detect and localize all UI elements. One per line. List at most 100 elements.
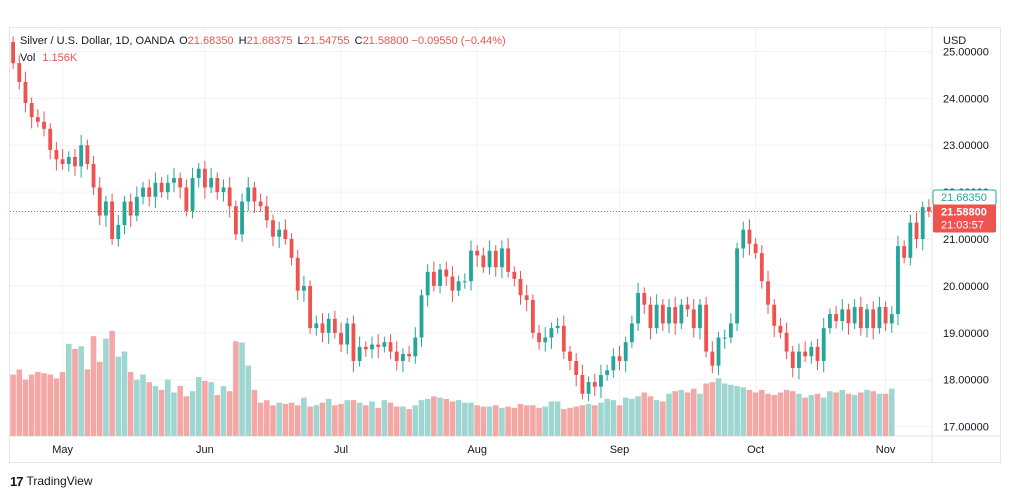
candle: [741, 221, 746, 258]
time-tick-label: Oct: [747, 444, 764, 456]
candle-body: [184, 187, 189, 211]
candle-body: [858, 307, 863, 329]
brand-name[interactable]: TradingView: [26, 474, 93, 488]
candle-body: [914, 222, 919, 240]
candle-body: [35, 117, 40, 122]
candle-body: [667, 307, 671, 324]
candle-body: [209, 178, 214, 188]
time-axis[interactable]: May Jun Jul Aug Sep Oct Nov: [52, 444, 896, 456]
candle: [555, 317, 560, 334]
candle-body: [741, 229, 746, 249]
candle: [116, 214, 121, 247]
candle: [11, 36, 16, 69]
volume-bar: [530, 405, 536, 436]
volume-bar: [647, 396, 654, 436]
candle-body: [568, 351, 572, 361]
volume-bar: [728, 384, 734, 436]
volume-bar: [845, 393, 852, 436]
volume-bar: [598, 402, 604, 436]
close-value: 21.58800: [362, 35, 409, 47]
candle: [431, 261, 436, 292]
volume-bar: [808, 395, 815, 436]
candle-body: [283, 229, 288, 240]
candle-body: [537, 332, 541, 343]
volume-bar: [684, 392, 691, 436]
candle-body: [660, 304, 665, 324]
time-tick-label: Jun: [196, 444, 214, 456]
candle-body: [852, 307, 857, 324]
volume-bar: [350, 400, 357, 436]
high-price-value: 21.68350: [941, 192, 987, 204]
open-label: O: [179, 35, 188, 47]
candle-body: [110, 201, 115, 240]
volume-bar: [721, 383, 728, 436]
candle-body: [351, 323, 356, 361]
candle-body: [561, 325, 566, 352]
volume-bar: [561, 409, 567, 436]
candle: [877, 296, 882, 334]
candle-body: [302, 285, 306, 291]
volume-bar: [554, 401, 561, 436]
candle: [865, 303, 869, 338]
candle: [766, 270, 770, 315]
candle: [537, 324, 541, 350]
volume-bar: [672, 391, 678, 436]
volume-bar: [888, 388, 895, 436]
candle-body: [877, 307, 882, 329]
candle-body: [493, 250, 498, 268]
candle-body: [803, 351, 808, 357]
volume-bar: [115, 356, 122, 436]
price-tick-label: 18.00000: [943, 375, 989, 387]
candle: [79, 134, 84, 178]
volume-bar: [319, 402, 326, 436]
candle: [103, 195, 108, 227]
candle: [549, 322, 554, 349]
candle-body: [215, 178, 220, 193]
candle: [827, 308, 832, 334]
candle: [648, 296, 653, 340]
volume-bar: [431, 396, 437, 436]
volume-bar: [820, 397, 827, 436]
volume-bar: [152, 386, 159, 436]
volume-bar: [517, 403, 524, 436]
volume-bar: [740, 387, 747, 436]
candle: [871, 301, 876, 340]
low-label: L: [297, 35, 304, 47]
volume-bar: [486, 406, 493, 436]
candle-body: [623, 342, 628, 361]
candle-body: [289, 239, 294, 258]
candle: [747, 219, 752, 255]
candle-body: [73, 156, 77, 167]
candle: [716, 331, 721, 376]
candle: [926, 199, 931, 218]
candle: [450, 266, 455, 302]
candle-body: [908, 222, 913, 258]
candle: [902, 240, 907, 264]
candle: [159, 177, 164, 198]
candle: [530, 294, 535, 339]
volume-bar: [505, 406, 511, 436]
candle: [481, 247, 486, 273]
volume-bar: [752, 392, 759, 436]
candle: [834, 306, 839, 329]
volume-bar: [381, 400, 388, 436]
candle: [302, 275, 306, 302]
volume-bar: [28, 374, 35, 436]
volume-label[interactable]: Vol: [20, 52, 36, 64]
candle: [240, 193, 244, 242]
volume-bar: [214, 395, 221, 436]
candle: [35, 109, 40, 128]
candle-body: [716, 337, 721, 366]
candle: [784, 322, 789, 360]
low-value: 21.54755: [303, 35, 350, 47]
tradingview-logo-icon[interactable]: 17: [10, 473, 24, 489]
candle-body: [611, 356, 616, 371]
candle-body: [345, 323, 350, 345]
candle: [54, 141, 59, 171]
candle-body: [122, 201, 127, 225]
candle-body: [481, 255, 486, 268]
price-axis[interactable]: 25.0000024.0000023.0000022.0000021.00000…: [943, 46, 989, 433]
candle-body: [332, 318, 337, 333]
symbol-title[interactable]: Silver / U.S. Dollar, 1D, OANDA: [20, 35, 175, 47]
